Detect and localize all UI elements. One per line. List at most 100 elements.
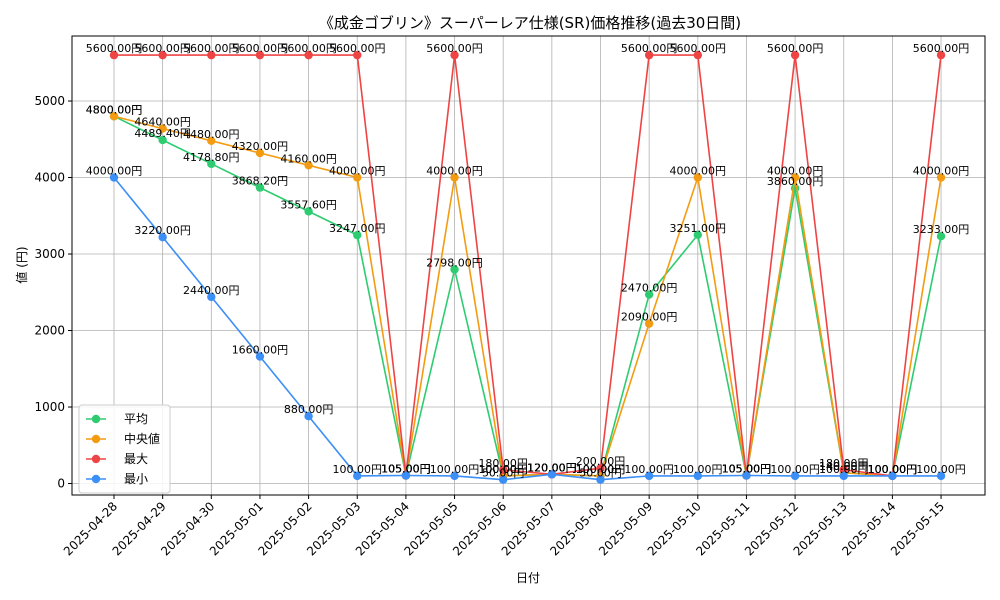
data-point xyxy=(304,161,313,170)
x-axis-title: 日付 xyxy=(516,571,540,585)
data-label: 4000.00円 xyxy=(426,165,483,178)
y-tick-label: 4000 xyxy=(34,171,65,185)
data-label: 100.00円 xyxy=(478,463,528,476)
data-label: 100.00円 xyxy=(868,463,918,476)
legend-marker xyxy=(91,414,101,424)
data-label: 120.00円 xyxy=(527,461,577,474)
data-label: 50.00円 xyxy=(579,467,622,480)
legend-marker xyxy=(91,454,101,464)
data-point xyxy=(790,173,800,182)
data-point xyxy=(644,290,654,299)
data-label: 140.00円 xyxy=(819,460,869,473)
data-label: 3251.00円 xyxy=(670,222,727,235)
data-label: 105.00円 xyxy=(381,462,431,475)
data-label: 5600.00円 xyxy=(183,42,240,55)
data-label: 100.00円 xyxy=(916,463,966,476)
data-point xyxy=(207,136,216,146)
series-line xyxy=(113,176,941,481)
data-label: 4320.00円 xyxy=(232,140,289,153)
data-label: 100.00円 xyxy=(624,463,674,476)
data-label: 100.00円 xyxy=(673,463,723,476)
data-label: 4000.00円 xyxy=(86,165,143,178)
legend-marker xyxy=(91,434,101,444)
legend-label: 最小 xyxy=(124,472,148,486)
data-point xyxy=(936,232,946,241)
data-label: 100.00円 xyxy=(868,463,918,476)
data-point xyxy=(158,50,167,60)
y-axis-title: 値 (円) xyxy=(14,246,29,283)
series-line xyxy=(114,54,942,477)
y-axis: 0 1000 2000 3000 4000 5000 xyxy=(34,94,72,491)
data-label: 105.00円 xyxy=(722,462,772,475)
data-point xyxy=(353,173,362,182)
data-point xyxy=(499,465,508,474)
data-point xyxy=(353,230,362,240)
x-axis: 2025-04-282025-04-292025-04-302025-05-01… xyxy=(61,495,947,558)
series-layer xyxy=(109,50,946,484)
data-point xyxy=(207,50,216,60)
data-label: 4489.40円 xyxy=(134,127,191,140)
data-point xyxy=(936,471,946,481)
data-label: 2798.00円 xyxy=(426,256,483,269)
data-point xyxy=(255,50,265,60)
data-point xyxy=(499,475,508,484)
data-point xyxy=(304,412,313,421)
legend-label: 最大 xyxy=(124,452,148,466)
y-tick-label: 3000 xyxy=(34,247,65,261)
data-point xyxy=(839,465,848,474)
data-label: 100.00円 xyxy=(770,463,820,476)
data-point xyxy=(888,471,897,481)
data-label: 3220.00円 xyxy=(134,224,191,237)
data-label: 105.00円 xyxy=(722,462,772,475)
data-label: 4640.00円 xyxy=(134,116,191,129)
data-point xyxy=(790,471,800,481)
data-label: 5600.00円 xyxy=(670,42,727,55)
series-line xyxy=(113,115,942,477)
data-point xyxy=(401,471,411,480)
data-label: 4178.80円 xyxy=(183,151,240,164)
y-tick-label: 1000 xyxy=(34,400,65,414)
data-label: 3557.60円 xyxy=(280,198,337,211)
data-label: 880.00円 xyxy=(284,403,334,416)
data-point xyxy=(693,173,702,182)
data-label: 5600.00円 xyxy=(232,42,289,55)
plot-area-frame xyxy=(71,35,986,496)
data-label: 100.00円 xyxy=(868,463,918,476)
data-label: 180.00円 xyxy=(478,457,528,470)
data-point xyxy=(353,471,362,481)
data-label: 5600.00円 xyxy=(86,42,143,55)
data-label: 5600.00円 xyxy=(913,42,970,55)
data-label: 100.00円 xyxy=(868,463,918,476)
legend-box xyxy=(78,404,171,494)
data-label: 4800.00円 xyxy=(86,103,143,116)
data-label: 5600.00円 xyxy=(280,42,337,55)
data-label: 3247.00円 xyxy=(329,222,386,235)
data-point xyxy=(936,173,946,182)
data-point xyxy=(304,50,313,60)
data-label: 180.00円 xyxy=(819,457,869,470)
data-label: 4000.00円 xyxy=(767,165,824,178)
data-label: 100.00円 xyxy=(478,463,528,476)
data-point xyxy=(304,207,313,216)
data-point xyxy=(158,124,167,133)
data-point xyxy=(596,475,605,484)
data-point xyxy=(742,471,751,480)
series-4 xyxy=(109,173,946,484)
data-label: 105.00円 xyxy=(381,462,431,475)
data-point xyxy=(450,265,459,274)
data-point xyxy=(644,319,654,328)
data-label: 50.00円 xyxy=(482,467,525,480)
data-label: 4800.00円 xyxy=(86,103,143,116)
data-label: 4480.00円 xyxy=(183,128,240,141)
data-label: 3860.00円 xyxy=(767,175,824,188)
data-point xyxy=(644,471,654,481)
data-label: 2470.00円 xyxy=(621,282,678,295)
data-point xyxy=(353,50,362,60)
data-point xyxy=(255,183,265,192)
data-point xyxy=(839,471,848,481)
data-label: 100.00円 xyxy=(430,463,480,476)
data-label: 120.00円 xyxy=(527,461,577,474)
data-point xyxy=(255,148,265,158)
series-3 xyxy=(109,50,946,481)
